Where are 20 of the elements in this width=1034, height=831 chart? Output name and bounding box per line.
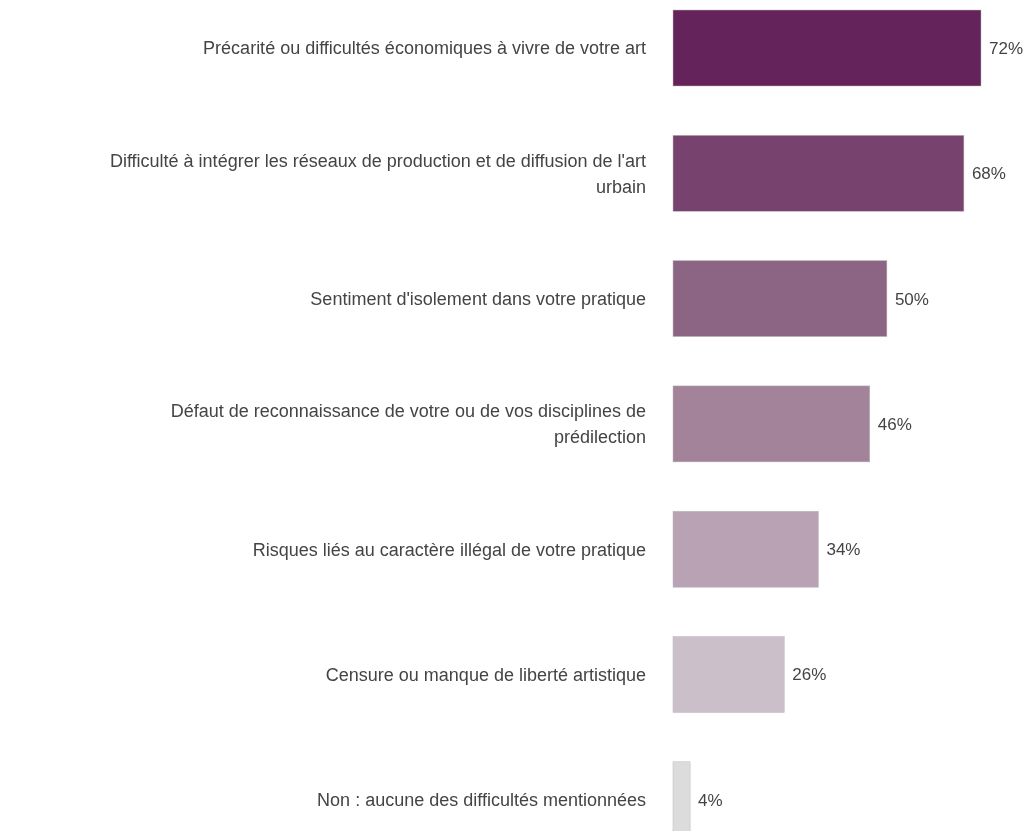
bar bbox=[672, 135, 965, 212]
data-label: 4% bbox=[698, 790, 723, 810]
y-tick-label: Précarité ou difficultés économiques à vivre de votre art bbox=[203, 38, 646, 59]
y-tick-label: Risques liés au caractère illégal de votre pratique bbox=[252, 539, 646, 560]
y-tick-label: Défaut de reconnaissance de votre ou de vos disciplines de prédilection bbox=[170, 401, 646, 448]
data-label: 68% bbox=[971, 164, 1006, 184]
bar bbox=[672, 9, 982, 87]
y-tick-label: Censure ou manque de liberté artistique bbox=[325, 664, 646, 685]
y-tick-label: Non : aucune des difficultés mentionnées bbox=[317, 790, 646, 811]
bar bbox=[672, 260, 888, 337]
y-tick-label: Sentiment d'isolement dans votre pratique bbox=[310, 288, 646, 309]
data-label: 26% bbox=[792, 665, 827, 685]
bar bbox=[672, 510, 819, 588]
bar bbox=[672, 385, 871, 463]
data-label: 50% bbox=[894, 289, 929, 309]
data-label: 46% bbox=[877, 414, 912, 434]
bar bbox=[672, 636, 785, 713]
y-tick-label: Difficulté à intégrer les réseaux de production et de diffusion de l'art urbain bbox=[109, 150, 646, 197]
data-label: 72% bbox=[989, 38, 1024, 58]
data-label: 34% bbox=[826, 540, 861, 560]
